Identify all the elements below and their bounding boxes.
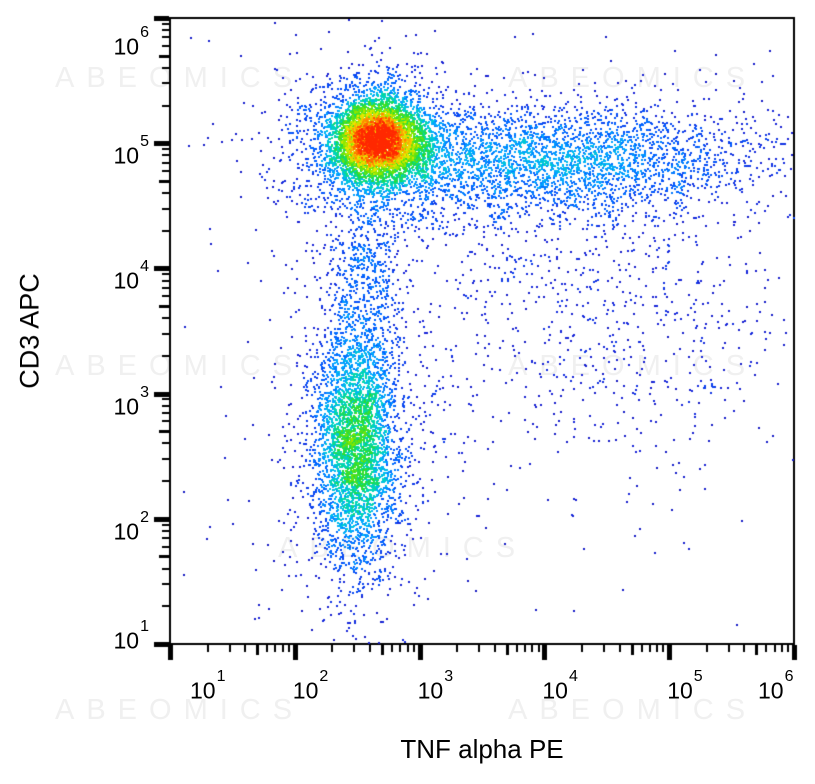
- x-tick-label-1e2: 102: [292, 668, 329, 704]
- y-axis-title: CD3 APC: [14, 273, 45, 389]
- y-tick-label-1e5: 105: [113, 133, 150, 169]
- y-tick-label-1e6: 106: [113, 24, 150, 60]
- x-tick-label-1e5: 105: [667, 668, 703, 704]
- x-axis-title: TNF alpha PE: [400, 734, 564, 764]
- x-tick-label-1e4: 104: [542, 668, 578, 704]
- x-tick-label-1e1: 101: [190, 668, 226, 704]
- x-tick-label-1e3: 103: [417, 668, 454, 704]
- y-tick-label-1e3: 103: [113, 383, 150, 420]
- y-tick-label-1e1: 101: [113, 618, 150, 654]
- x-tick-label-1e6: 106: [758, 668, 794, 704]
- y-tick-label-1e4: 104: [113, 258, 150, 295]
- y-tick-label-1e2: 102: [113, 508, 150, 545]
